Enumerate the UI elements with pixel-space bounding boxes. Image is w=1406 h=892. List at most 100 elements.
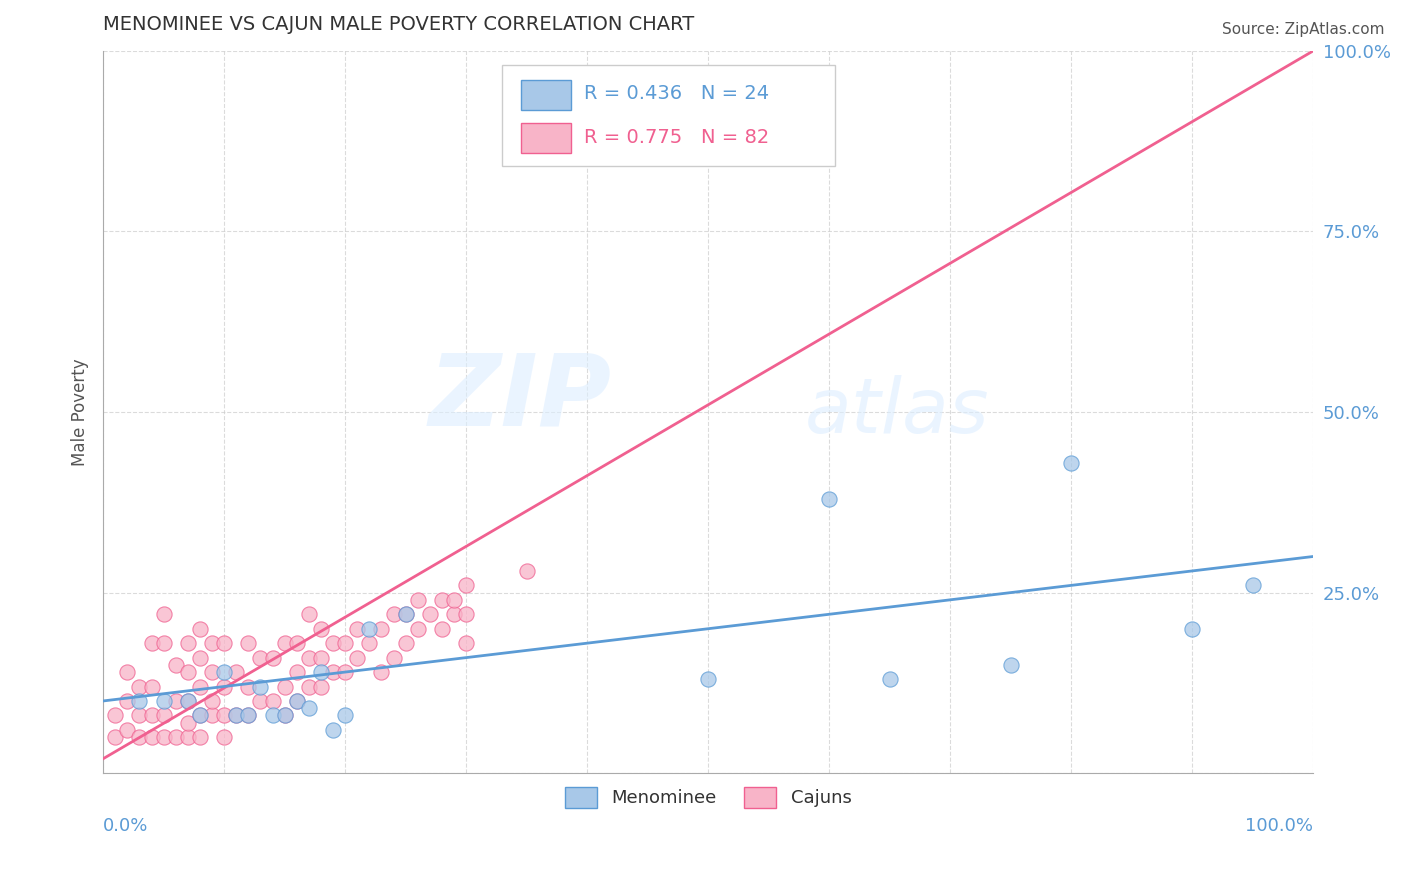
Point	[298, 701, 321, 715]
Point	[879, 673, 901, 687]
Point	[225, 708, 247, 723]
FancyBboxPatch shape	[520, 79, 571, 110]
Point	[298, 650, 321, 665]
Point	[152, 694, 174, 708]
Point	[333, 636, 356, 650]
Point	[238, 680, 260, 694]
Point	[141, 708, 163, 723]
Point	[382, 650, 405, 665]
Point	[333, 708, 356, 723]
Point	[128, 694, 150, 708]
Point	[430, 622, 453, 636]
Point	[322, 723, 344, 737]
Point	[188, 708, 211, 723]
Point	[104, 708, 127, 723]
Point	[456, 636, 478, 650]
Point	[285, 694, 308, 708]
Point	[262, 708, 284, 723]
Point	[1060, 456, 1083, 470]
Point	[322, 665, 344, 679]
Point	[188, 622, 211, 636]
Point	[298, 680, 321, 694]
Point	[443, 607, 465, 622]
Point	[212, 708, 235, 723]
Point	[201, 636, 224, 650]
Point	[201, 694, 224, 708]
Point	[298, 607, 321, 622]
Point	[177, 694, 200, 708]
Point	[212, 665, 235, 679]
Point	[249, 680, 271, 694]
Point	[395, 636, 418, 650]
Point	[346, 622, 368, 636]
Point	[456, 607, 478, 622]
Point	[188, 680, 211, 694]
Point	[333, 665, 356, 679]
Point	[818, 491, 841, 506]
Point	[177, 665, 200, 679]
Point	[1241, 578, 1264, 592]
Point	[212, 636, 235, 650]
Point	[359, 636, 381, 650]
Text: 100.0%: 100.0%	[1246, 816, 1313, 835]
Point	[395, 607, 418, 622]
Point	[225, 708, 247, 723]
Point	[273, 708, 295, 723]
Point	[443, 592, 465, 607]
Point	[359, 622, 381, 636]
Text: atlas: atlas	[806, 375, 990, 449]
Point	[212, 730, 235, 744]
Point	[382, 607, 405, 622]
Point	[697, 673, 720, 687]
FancyBboxPatch shape	[502, 65, 835, 167]
Point	[188, 708, 211, 723]
Point	[238, 708, 260, 723]
Point	[285, 694, 308, 708]
Text: ZIP: ZIP	[429, 349, 612, 446]
Point	[152, 607, 174, 622]
Point	[128, 680, 150, 694]
Legend: Menominee, Cajuns: Menominee, Cajuns	[557, 780, 859, 814]
Point	[238, 636, 260, 650]
Point	[456, 578, 478, 592]
Point	[395, 607, 418, 622]
Point	[346, 650, 368, 665]
Point	[117, 694, 139, 708]
Point	[177, 694, 200, 708]
Point	[152, 636, 174, 650]
Point	[165, 694, 187, 708]
Point	[273, 708, 295, 723]
Text: R = 0.775   N = 82: R = 0.775 N = 82	[583, 128, 769, 147]
Point	[165, 657, 187, 672]
Point	[201, 665, 224, 679]
Point	[141, 730, 163, 744]
Point	[309, 680, 332, 694]
Point	[419, 607, 441, 622]
Point	[249, 650, 271, 665]
Point	[309, 622, 332, 636]
Point	[225, 665, 247, 679]
Point	[104, 730, 127, 744]
Point	[309, 650, 332, 665]
Point	[238, 708, 260, 723]
Point	[165, 730, 187, 744]
FancyBboxPatch shape	[520, 123, 571, 153]
Point	[262, 694, 284, 708]
Point	[406, 592, 429, 607]
Point	[117, 723, 139, 737]
Point	[273, 680, 295, 694]
Point	[1000, 657, 1022, 672]
Point	[152, 730, 174, 744]
Point	[370, 665, 392, 679]
Point	[322, 636, 344, 650]
Y-axis label: Male Poverty: Male Poverty	[72, 359, 89, 466]
Point	[430, 592, 453, 607]
Point	[262, 650, 284, 665]
Point	[141, 636, 163, 650]
Point	[128, 730, 150, 744]
Point	[1181, 622, 1204, 636]
Point	[177, 715, 200, 730]
Point	[285, 665, 308, 679]
Text: MENOMINEE VS CAJUN MALE POVERTY CORRELATION CHART: MENOMINEE VS CAJUN MALE POVERTY CORRELAT…	[103, 15, 695, 34]
Point	[177, 636, 200, 650]
